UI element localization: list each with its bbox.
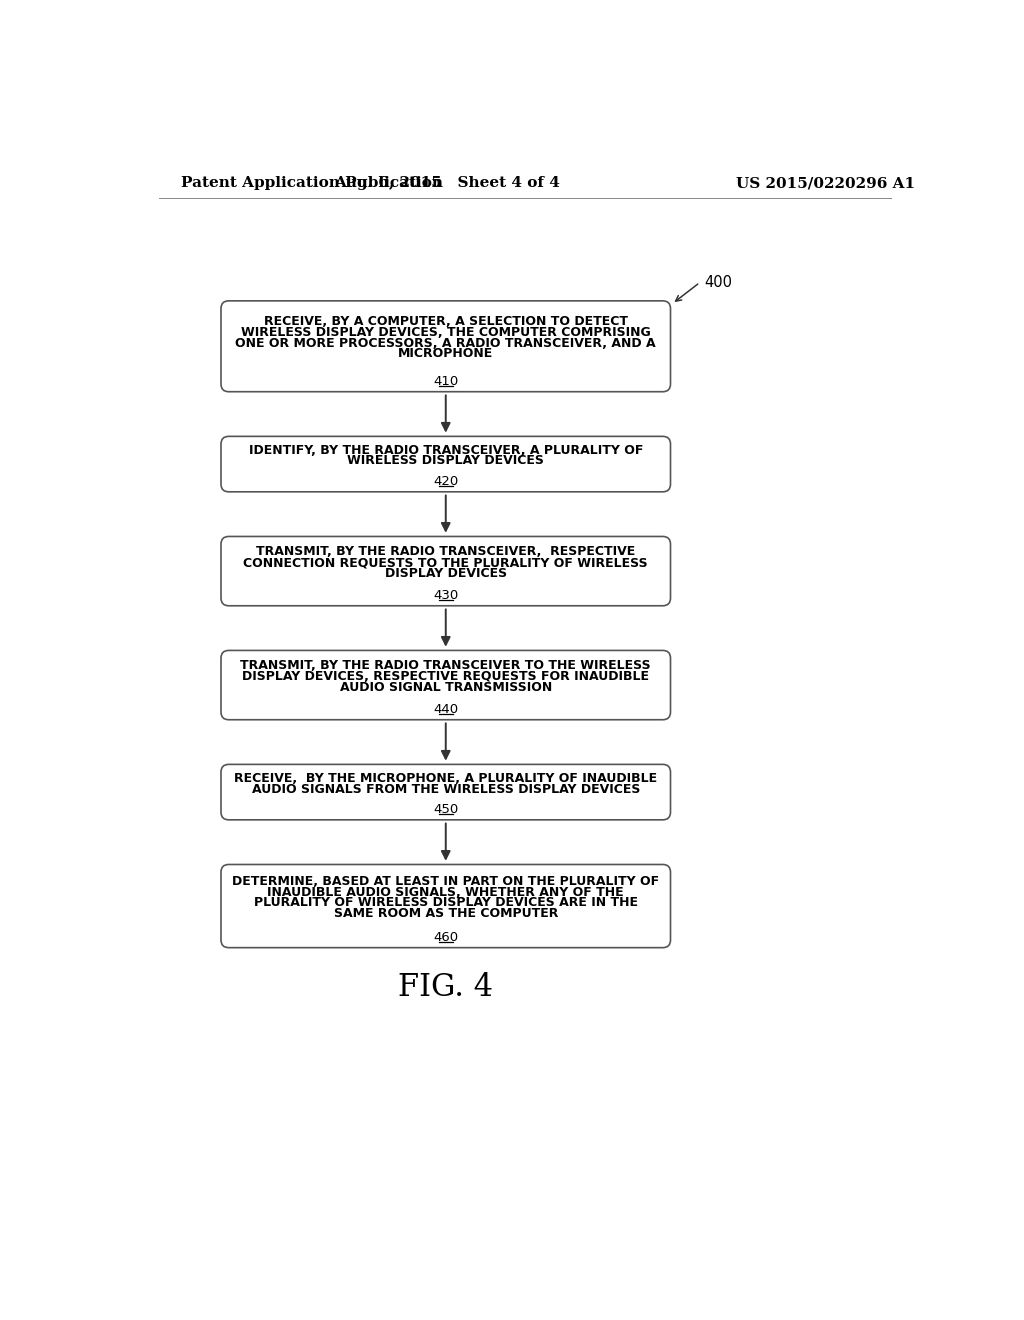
Text: SAME ROOM AS THE COMPUTER: SAME ROOM AS THE COMPUTER	[334, 907, 558, 920]
Text: 420: 420	[433, 475, 459, 488]
FancyBboxPatch shape	[221, 301, 671, 392]
Text: 410: 410	[433, 375, 459, 388]
Text: Patent Application Publication: Patent Application Publication	[180, 176, 442, 190]
Text: TRANSMIT, BY THE RADIO TRANSCEIVER,  RESPECTIVE: TRANSMIT, BY THE RADIO TRANSCEIVER, RESP…	[256, 545, 635, 558]
Text: 450: 450	[433, 804, 459, 816]
Text: AUDIO SIGNALS FROM THE WIRELESS DISPLAY DEVICES: AUDIO SIGNALS FROM THE WIRELESS DISPLAY …	[252, 783, 640, 796]
Text: FIG. 4: FIG. 4	[398, 973, 494, 1003]
Text: WIRELESS DISPLAY DEVICES: WIRELESS DISPLAY DEVICES	[347, 454, 544, 467]
Text: AUDIO SIGNAL TRANSMISSION: AUDIO SIGNAL TRANSMISSION	[340, 681, 552, 694]
FancyBboxPatch shape	[221, 651, 671, 719]
FancyBboxPatch shape	[221, 865, 671, 948]
Text: Aug. 6, 2015   Sheet 4 of 4: Aug. 6, 2015 Sheet 4 of 4	[335, 176, 560, 190]
FancyBboxPatch shape	[221, 437, 671, 492]
Text: TRANSMIT, BY THE RADIO TRANSCEIVER TO THE WIRELESS: TRANSMIT, BY THE RADIO TRANSCEIVER TO TH…	[241, 660, 651, 672]
Text: MICROPHONE: MICROPHONE	[398, 347, 494, 360]
Text: PLURALITY OF WIRELESS DISPLAY DEVICES ARE IN THE: PLURALITY OF WIRELESS DISPLAY DEVICES AR…	[254, 896, 638, 909]
Text: WIRELESS DISPLAY DEVICES, THE COMPUTER COMPRISING: WIRELESS DISPLAY DEVICES, THE COMPUTER C…	[241, 326, 650, 339]
Text: US 2015/0220296 A1: US 2015/0220296 A1	[736, 176, 915, 190]
Text: 430: 430	[433, 589, 459, 602]
Text: INAUDIBLE AUDIO SIGNALS, WHETHER ANY OF THE: INAUDIBLE AUDIO SIGNALS, WHETHER ANY OF …	[267, 886, 624, 899]
Text: ONE OR MORE PROCESSORS, A RADIO TRANSCEIVER, AND A: ONE OR MORE PROCESSORS, A RADIO TRANSCEI…	[236, 337, 656, 350]
Text: RECEIVE, BY A COMPUTER, A SELECTION TO DETECT: RECEIVE, BY A COMPUTER, A SELECTION TO D…	[264, 315, 628, 329]
FancyBboxPatch shape	[221, 764, 671, 820]
Text: 400: 400	[705, 275, 732, 290]
Text: 440: 440	[433, 704, 459, 717]
Text: RECEIVE,  BY THE MICROPHONE, A PLURALITY OF INAUDIBLE: RECEIVE, BY THE MICROPHONE, A PLURALITY …	[234, 772, 657, 785]
FancyBboxPatch shape	[221, 536, 671, 606]
Text: CONNECTION REQUESTS TO THE PLURALITY OF WIRELESS: CONNECTION REQUESTS TO THE PLURALITY OF …	[244, 556, 648, 569]
Text: IDENTIFY, BY THE RADIO TRANSCEIVER, A PLURALITY OF: IDENTIFY, BY THE RADIO TRANSCEIVER, A PL…	[249, 444, 643, 457]
Text: 460: 460	[433, 931, 459, 944]
Text: DISPLAY DEVICES: DISPLAY DEVICES	[385, 566, 507, 579]
Text: DISPLAY DEVICES, RESPECTIVE REQUESTS FOR INAUDIBLE: DISPLAY DEVICES, RESPECTIVE REQUESTS FOR…	[243, 671, 649, 684]
Text: DETERMINE, BASED AT LEAST IN PART ON THE PLURALITY OF: DETERMINE, BASED AT LEAST IN PART ON THE…	[232, 875, 659, 888]
